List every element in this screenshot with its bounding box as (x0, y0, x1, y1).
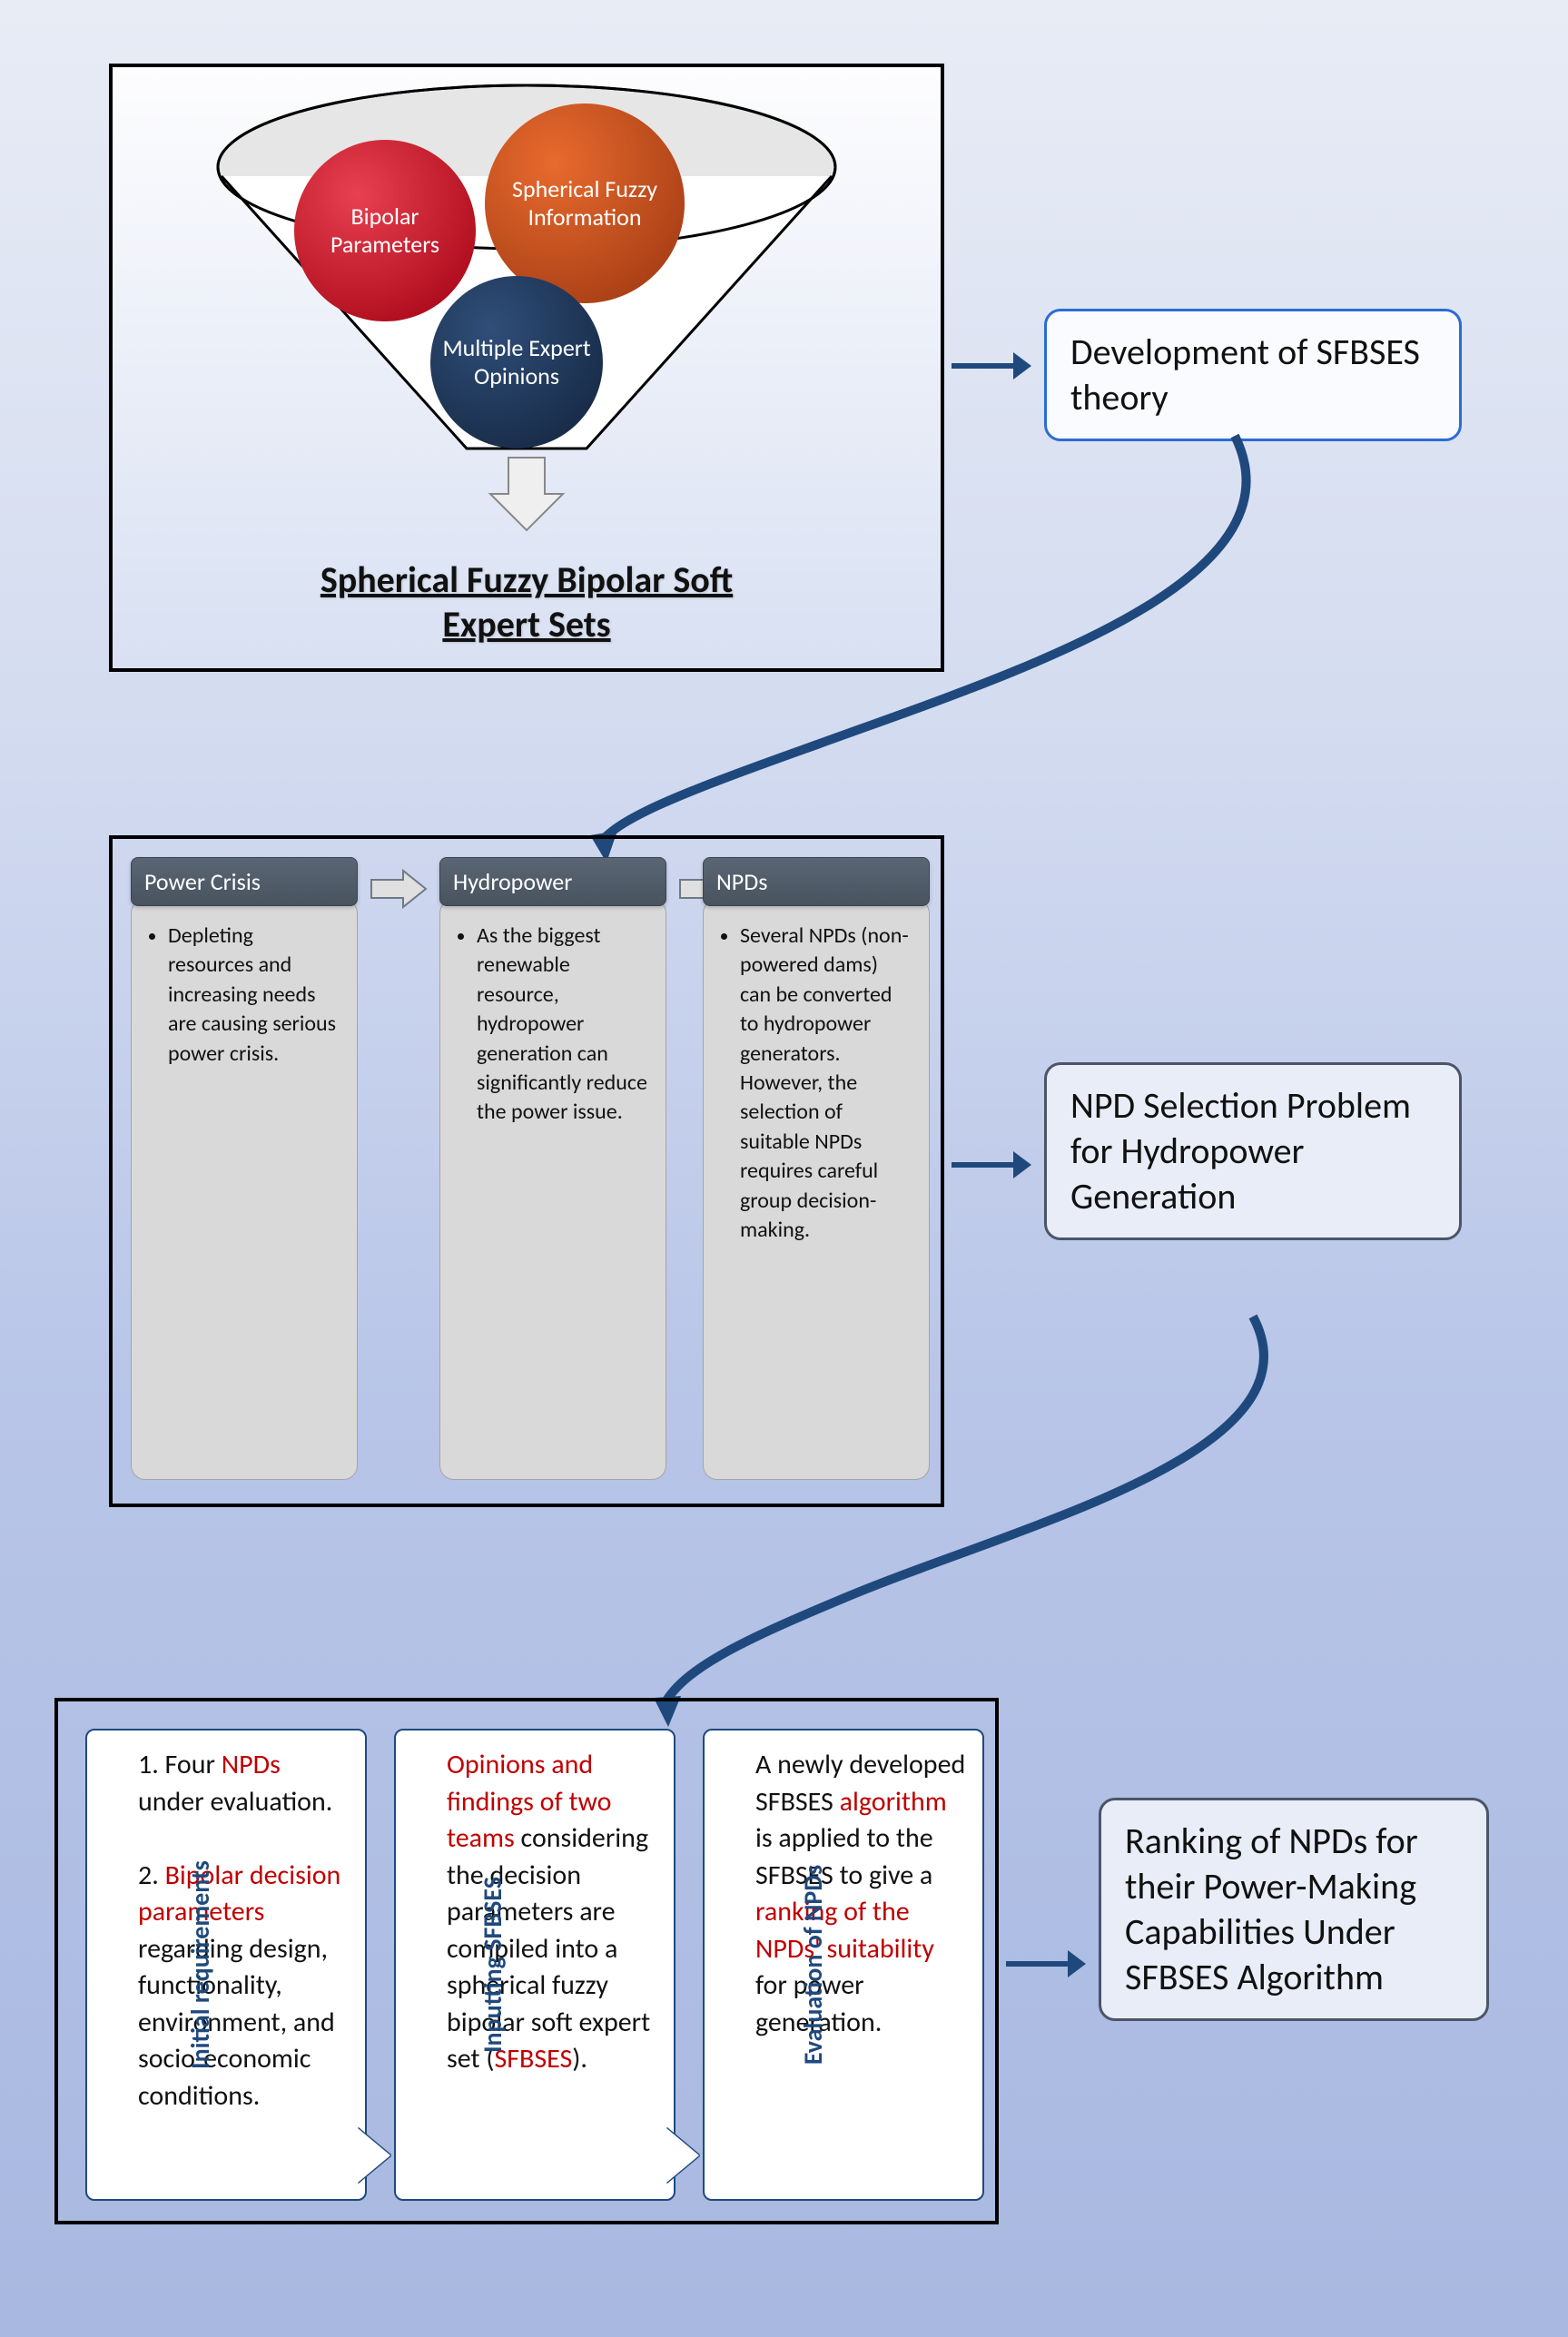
arrow-to-callout3 (1006, 1961, 1070, 1967)
callout-npd-selection: NPD Selection Problem for Hydropower Gen… (1044, 1062, 1462, 1240)
circle-bipolar-label: Bipolar Parameters (303, 202, 467, 259)
circle-spherical: Spherical Fuzzy Information (485, 104, 685, 303)
col-header-2: NPDs (703, 857, 930, 906)
col-header-0: Power Crisis (131, 857, 358, 906)
col-header-1: Hydropower (439, 857, 666, 906)
vlabel-1: Inputting SFBSES (476, 1877, 510, 2053)
panel-columns: Power Crisis Depleting resources and inc… (109, 835, 944, 1507)
circle-spherical-label: Spherical Fuzzy Information (494, 175, 676, 232)
card-initial-requirements: Initial requirements 1. Four NPDs under … (85, 1729, 367, 2201)
triangle-1-2 (666, 2128, 699, 2183)
card-body-2: A newly developed SFBSES algorithm is ap… (755, 1747, 966, 2041)
connector-1-2 (581, 418, 1307, 872)
card-inputting-sfbses: Inputting SFBSES Opinions and findings o… (394, 1729, 676, 2201)
col-body-0: Depleting resources and increasing needs… (131, 899, 358, 1480)
callout-ranking: Ranking of NPDs for their Power-Making C… (1099, 1798, 1489, 2021)
panel-cards: Initial requirements 1. Four NPDs under … (54, 1698, 999, 2224)
vlabel-2: Evaluation of NPDs (796, 1865, 831, 2065)
col-body-1: As the biggest renewable resource, hydro… (439, 899, 666, 1480)
arrow-to-callout1 (952, 363, 1015, 369)
circle-opinions-label: Multiple Expert Opinions (439, 334, 594, 390)
col-power-crisis: Power Crisis Depleting resources and inc… (131, 857, 358, 1485)
col-hydropower: Hydropower As the biggest renewable reso… (439, 857, 666, 1485)
card-body-0: 1. Four NPDs under evaluation.2. Bipolar… (138, 1747, 349, 2115)
circle-bipolar: Bipolar Parameters (294, 140, 476, 321)
circle-opinions: Multiple Expert Opinions (430, 276, 603, 449)
card-evaluation-npds: Evaluation of NPDs A newly developed SFB… (703, 1729, 984, 2201)
arrow-to-callout2 (952, 1162, 1015, 1168)
col-npds: NPDs Several NPDs (non-powered dams) can… (703, 857, 930, 1485)
arrow-col-0-1 (367, 866, 430, 912)
col-body-2: Several NPDs (non-powered dams) can be c… (703, 899, 930, 1480)
vlabel-0: Initial requirements (183, 1860, 218, 2069)
triangle-0-1 (358, 2128, 390, 2183)
